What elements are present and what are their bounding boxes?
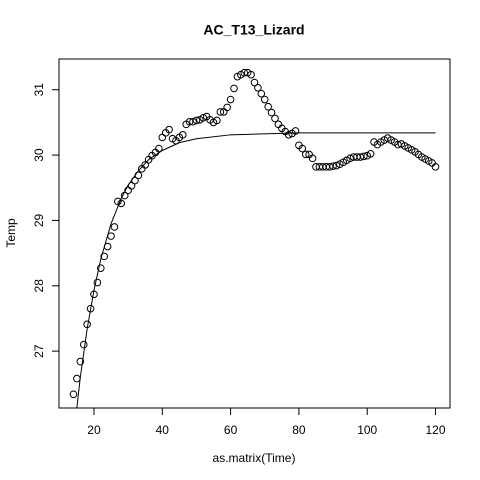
y-tick-label: 31 [32,83,46,97]
data-point [107,232,115,240]
y-tick-label: 27 [32,344,46,358]
y-axis-label: Temp [4,218,18,248]
data-point [199,114,208,122]
data-point [213,116,221,125]
chart-title: AC_T13_Lizard [203,22,304,38]
data-point [93,278,102,287]
data-point [165,125,173,134]
data-point [76,357,85,366]
data-point [257,89,266,98]
data-point [69,390,78,399]
data-point [247,70,255,79]
data-point [250,78,259,87]
data-point [329,162,337,170]
data-point [141,161,150,169]
data-point [223,103,231,112]
data-point [284,131,293,139]
data-point [431,163,440,171]
fit-curve [76,132,436,408]
data-point [301,150,310,159]
data-point [100,252,109,261]
data-point [226,95,235,104]
data-point [158,133,167,142]
y-tick-label: 29 [32,213,46,227]
data-point [359,152,368,161]
data-point [178,131,187,139]
data-point [271,114,279,123]
x-tick-label: 120 [426,423,446,437]
x-tick-label: 100 [357,423,377,437]
data-point [216,108,225,116]
curve-clip [76,132,436,408]
data-point [240,68,249,77]
data-point [267,108,276,117]
data-point [155,144,163,153]
y-tick-label: 30 [32,148,46,162]
data-point [117,199,126,208]
x-tick-label: 20 [87,423,101,437]
data-point [97,264,105,272]
data-point [264,102,272,111]
x-tick-label: 80 [292,423,306,437]
data-point [260,95,269,104]
y-tick-label: 28 [32,279,46,293]
data-point [291,127,300,135]
x-axis-label: as.matrix(Time) [213,451,296,465]
data-point [254,83,262,92]
data-point [192,116,201,125]
data-point [79,340,88,349]
data-point [366,149,375,158]
data-point [189,117,197,126]
data-point [110,223,119,231]
data-point [298,144,307,153]
data-point [134,171,143,180]
data-point [230,84,238,93]
x-tick-label: 60 [224,423,238,437]
data-point [308,154,317,163]
data-point [73,374,81,383]
x-tick-label: 40 [156,423,170,437]
data-point [332,161,341,170]
plot-box [58,58,451,409]
